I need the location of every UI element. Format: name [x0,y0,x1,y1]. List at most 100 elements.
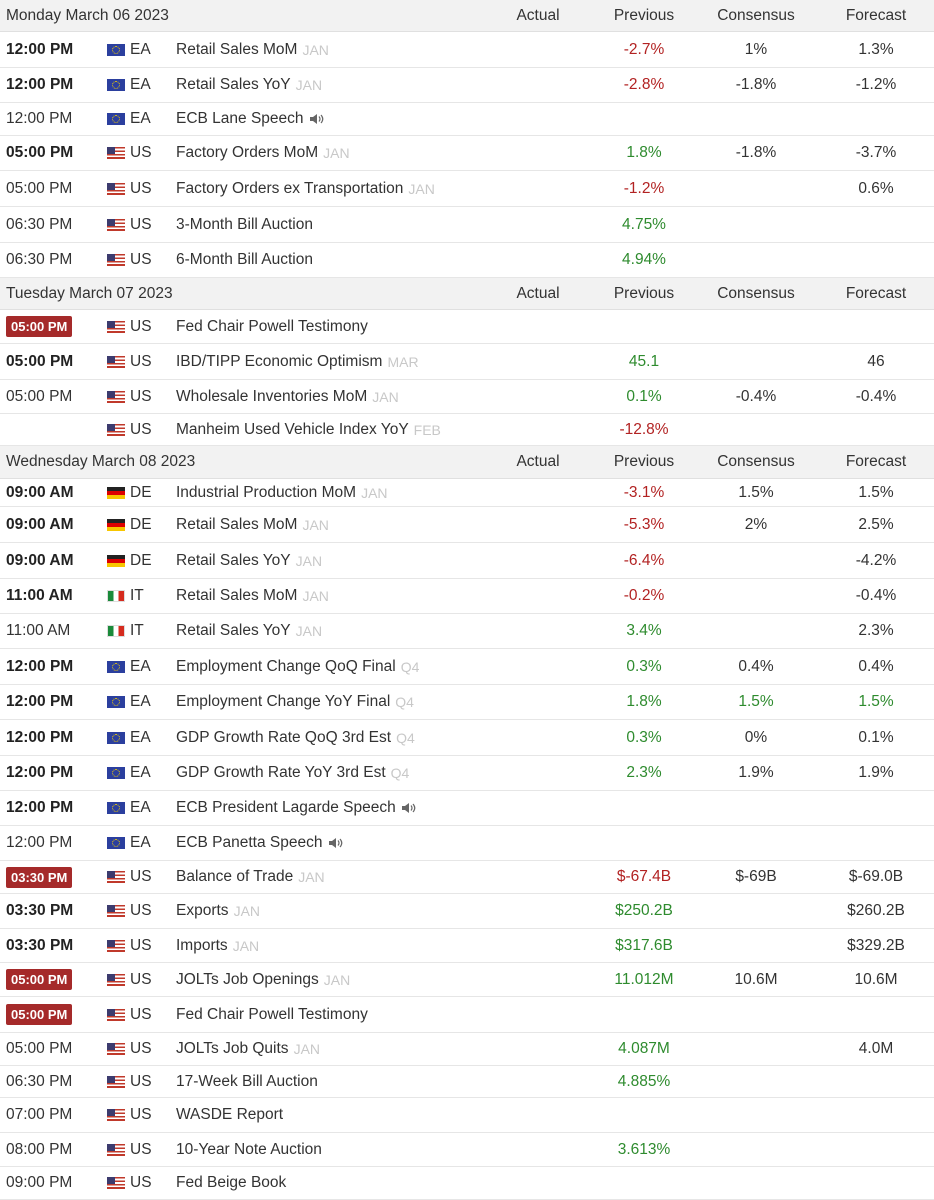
event-row[interactable]: 12:00 PM EA Retail Sales MoM JAN -2.7% 1% 1.3% [0,32,934,68]
event-row[interactable]: 09:00 AM DE Retail Sales MoM JAN -5.3% 2% 2.5% [0,507,934,543]
event-name-link[interactable]: Factory Orders ex Transportation [176,179,404,197]
event-name-link[interactable]: Employment Change YoY Final [176,693,391,710]
column-header-consensus: Consensus [717,6,795,24]
event-name-link[interactable]: Manheim Used Vehicle Index YoY [176,420,409,438]
event-time: 06:30 PM [6,215,73,233]
event-name-link[interactable]: IBD/TIPP Economic Optimism [176,352,383,370]
event-name-link[interactable]: GDP Growth Rate YoY 3rd Est [176,764,386,781]
event-name-link[interactable]: Balance of Trade [176,868,294,885]
event-row[interactable]: 12:00 PM EA ECB Lane Speech [0,103,934,136]
time-cell: 12:00 PM [6,103,72,135]
event-row[interactable]: 12:00 PM EA Employment Change QoQ Final Q4 0… [0,649,934,685]
event-name-link[interactable]: JOLTs Job Openings [176,970,319,988]
time-cell: 12:00 PM [6,756,73,790]
event-row[interactable]: 03:30 PM US Exports JAN $250.2B $260.2B [0,894,934,929]
event-row[interactable]: 05:00 PM US IBD/TIPP Economic Optimism MAR 4… [0,344,934,380]
actual-value [490,1133,586,1166]
date-header-row: Tuesday March 07 2023 Actual Previous Conse… [0,278,934,310]
event-name-link[interactable]: Retail Sales MoM [176,587,298,604]
event-name-link[interactable]: Exports [176,902,229,919]
event-row[interactable]: 05:00 PM US Fed Chair Powell Testimony [0,310,934,344]
event-name-link[interactable]: Retail Sales YoY [176,76,291,93]
event-name-link[interactable]: Fed Beige Book [176,1174,287,1191]
event-row[interactable]: US Manheim Used Vehicle Index YoY FEB -12.8… [0,414,934,446]
event-name-link[interactable]: Retail Sales YoY [176,622,291,639]
event-cell: 17-Week Bill Auction [176,1066,318,1097]
actual-value [490,929,586,962]
event-name-link[interactable]: ECB Lane Speech [176,110,304,127]
actual-value [490,720,586,755]
event-row[interactable]: 12:00 PM EA GDP Growth Rate YoY 3rd Est Q4 2… [0,756,934,791]
event-row[interactable]: 05:00 PM US JOLTs Job Openings JAN 11.012M 10… [0,963,934,997]
event-row[interactable]: 11:00 AM IT Retail Sales MoM JAN -0.2% -0.4% [0,579,934,614]
country-code: EA [130,834,151,851]
previous-value: 1.8% [626,693,662,710]
event-row[interactable]: 06:30 PM US 3-Month Bill Auction 4.75% [0,207,934,243]
event-name-link[interactable]: ECB Panetta Speech [176,834,323,851]
flag-cell [107,32,125,67]
event-name-link[interactable]: WASDE Report [176,1106,284,1123]
event-name-link[interactable]: Imports [176,936,228,954]
date-header: Wednesday March 08 2023 [6,453,196,470]
event-name-link[interactable]: 3-Month Bill Auction [176,215,313,233]
event-name-link[interactable]: GDP Growth Rate QoQ 3rd Est [176,728,392,746]
event-row[interactable]: 05:00 PM US Wholesale Inventories MoM JAN 0.… [0,380,934,414]
previous-value: -2.7% [623,40,665,58]
de-flag-icon [107,486,125,499]
event-row[interactable]: 05:00 PM US JOLTs Job Quits JAN 4.087M 4.0M [0,1033,934,1066]
actual-value [490,344,586,379]
forecast-value [828,1133,924,1166]
flag-cell [107,68,125,102]
forecast-value: -0.4% [855,387,897,405]
event-name-link[interactable]: Retail Sales MoM [176,40,298,58]
flag-cell [107,243,125,277]
event-row[interactable]: 05:00 PM US Fed Chair Powell Testimony [0,997,934,1033]
event-cell: Factory Orders MoM JAN [176,136,350,170]
actual-value [490,614,586,648]
event-row[interactable]: 12:00 PM EA ECB President Lagarde Speech [0,791,934,826]
consensus-value [708,1066,804,1097]
reference-period: JAN [295,77,323,93]
event-name-link[interactable]: Industrial Production MoM [176,483,357,501]
event-row[interactable]: 12:00 PM EA GDP Growth Rate QoQ 3rd Est Q4 0… [0,720,934,756]
flag-cell [107,826,125,860]
actual-value [490,894,586,928]
event-name-link[interactable]: Retail Sales YoY [176,551,291,569]
event-row[interactable]: 12:00 PM EA Employment Change YoY Final Q4 1… [0,685,934,720]
event-row[interactable]: 07:00 PM US WASDE Report [0,1098,934,1133]
event-name-link[interactable]: Wholesale Inventories MoM [176,387,368,405]
event-row[interactable]: 12:00 PM EA Retail Sales YoY JAN -2.8% -1.8% -… [0,68,934,103]
event-row[interactable]: 09:00 AM DE Industrial Production MoM JAN -3… [0,479,934,507]
time-cell: 05:00 PM [6,344,73,379]
us-flag-icon [107,1075,125,1088]
event-cell: WASDE Report [176,1098,283,1132]
event-name-link[interactable]: 17-Week Bill Auction [176,1072,318,1090]
event-name-link[interactable]: Fed Chair Powell Testimony [176,317,368,335]
event-cell: Fed Chair Powell Testimony [176,997,368,1032]
reference-period: Q4 [396,729,415,746]
event-name-link[interactable]: 6-Month Bill Auction [176,251,313,268]
event-name-link[interactable]: Fed Chair Powell Testimony [176,1005,368,1023]
event-name-link[interactable]: 10-Year Note Auction [176,1140,322,1158]
event-cell: Factory Orders ex Transportation JAN [176,171,435,206]
event-name-link[interactable]: ECB President Lagarde Speech [176,799,396,816]
event-row[interactable]: 05:00 PM US Factory Orders MoM JAN 1.8% -1.8%… [0,136,934,171]
event-row[interactable]: 08:00 PM US 10-Year Note Auction 3.613% [0,1133,934,1167]
event-name-link[interactable]: Employment Change QoQ Final [176,657,396,675]
event-row[interactable]: 03:30 PM US Balance of Trade JAN $-67.4B $-69… [0,861,934,894]
event-row[interactable]: 11:00 AM IT Retail Sales YoY JAN 3.4% 2.3% [0,614,934,649]
flag-cell [107,720,125,755]
event-row[interactable]: 09:00 PM US Fed Beige Book [0,1167,934,1200]
event-row[interactable]: 09:00 AM DE Retail Sales YoY JAN -6.4% -4.2% [0,543,934,579]
event-row[interactable]: 06:30 PM US 17-Week Bill Auction 4.885% [0,1066,934,1098]
event-row[interactable]: 12:00 PM EA ECB Panetta Speech [0,826,934,861]
country-code: EA [130,693,151,710]
event-name-link[interactable]: JOLTs Job Quits [176,1040,289,1057]
event-name-link[interactable]: Factory Orders MoM [176,144,319,161]
previous-value: $317.6B [615,936,673,954]
event-name-link[interactable]: Retail Sales MoM [176,515,298,533]
consensus-value [708,791,804,825]
event-row[interactable]: 03:30 PM US Imports JAN $317.6B $329.2B [0,929,934,963]
event-row[interactable]: 06:30 PM US 6-Month Bill Auction 4.94% [0,243,934,278]
event-row[interactable]: 05:00 PM US Factory Orders ex Transportati… [0,171,934,207]
